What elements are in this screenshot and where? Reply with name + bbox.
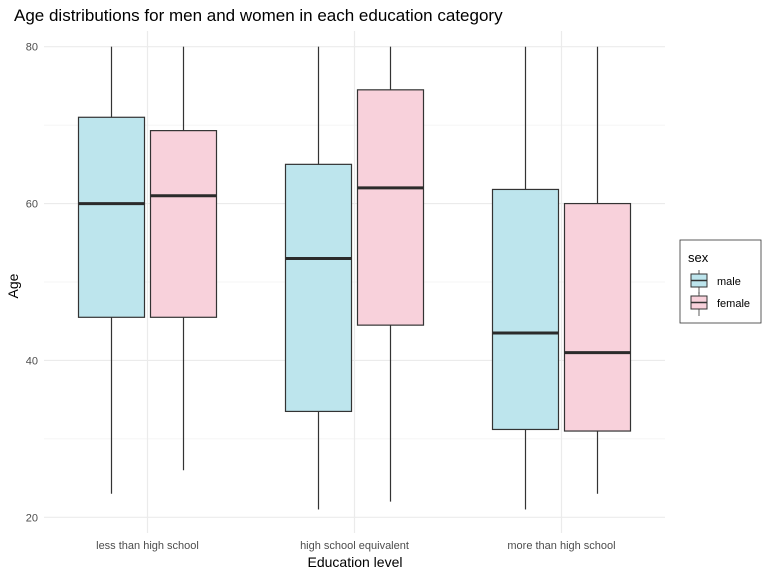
box-male: [77, 116, 146, 318]
y-tick-label: 60: [26, 199, 38, 211]
x-tick-label: less than high school: [96, 540, 199, 552]
grid: [44, 31, 665, 533]
legend-label: male: [717, 276, 741, 288]
y-tick-label: 80: [26, 42, 38, 54]
x-tick-label: high school equivalent: [300, 540, 409, 552]
legend-label: female: [717, 298, 750, 310]
y-tick-label: 20: [26, 512, 38, 524]
box-female: [149, 130, 218, 318]
chart-title: Age distributions for men and women in e…: [14, 6, 503, 25]
box-male: [491, 188, 560, 431]
y-axis-title: Age: [5, 273, 21, 298]
legend-title: sex: [688, 250, 709, 265]
x-axis-title: Education level: [308, 554, 403, 570]
boxes: [77, 46, 632, 510]
box-female: [356, 89, 425, 326]
box-male: [284, 163, 353, 413]
y-tick-label: 40: [26, 355, 38, 367]
box-female: [563, 202, 632, 432]
axes: 20 40 60 80 less than high school high school…: [26, 42, 616, 552]
x-tick-label: more than high school: [507, 540, 615, 552]
